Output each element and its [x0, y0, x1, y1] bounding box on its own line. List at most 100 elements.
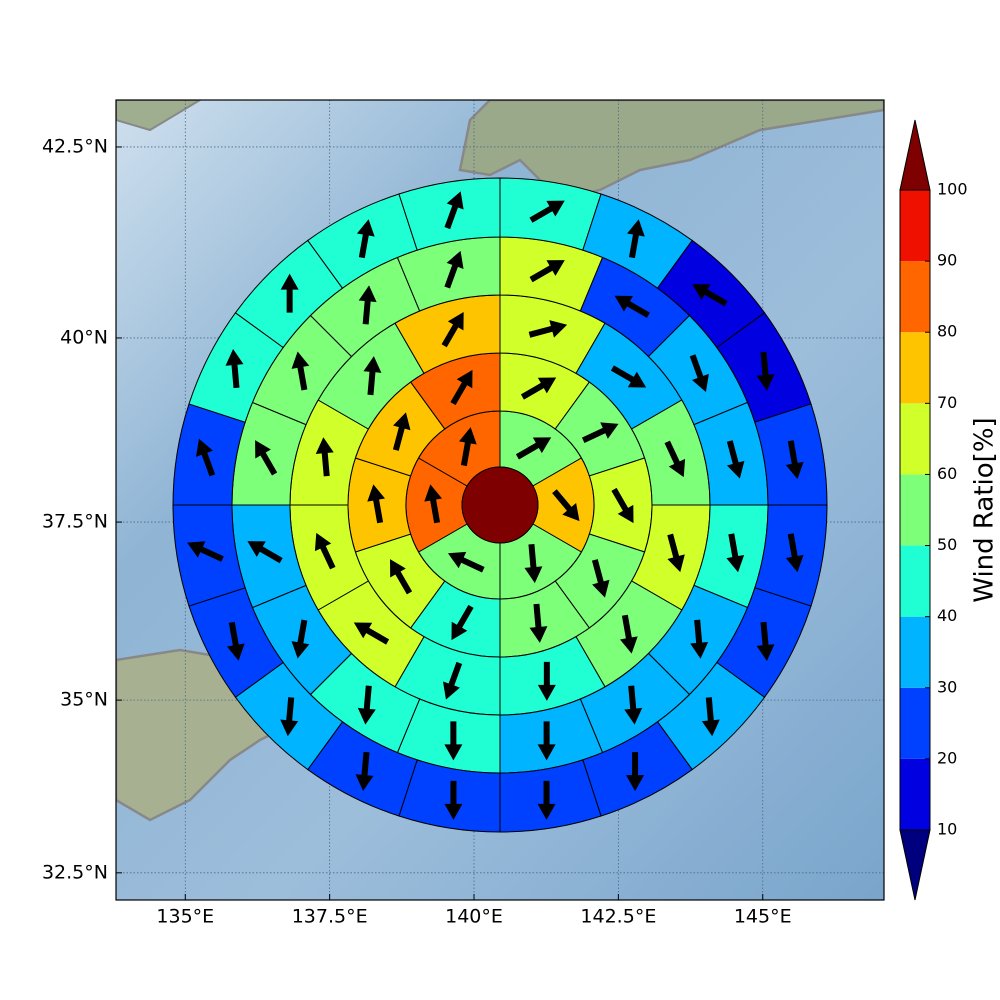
- wind-arrow: [226, 621, 245, 661]
- wind-arrow: [358, 285, 377, 325]
- colorbar-segment: [900, 758, 930, 830]
- x-tick-label: 142.5°E: [580, 906, 656, 928]
- colorbar-frame: [899, 189, 931, 831]
- wind-arrow: [610, 365, 647, 388]
- wind-arrow: [357, 685, 376, 725]
- colorbar-tick-label: 80: [937, 322, 957, 341]
- colorbar-tick-label: 20: [937, 748, 957, 767]
- wind-arrow: [591, 559, 610, 598]
- wind-arrow: [701, 697, 720, 737]
- y-tick-label: 37.5°N: [42, 511, 108, 533]
- center-cell: [461, 466, 539, 544]
- colorbar-tick-label: 40: [937, 606, 957, 625]
- x-tick-label: 137.5°E: [292, 906, 368, 928]
- wind-arrow: [314, 532, 336, 570]
- wind-arrow: [353, 622, 390, 645]
- wind-arrow: [520, 377, 557, 400]
- wind-arrow: [626, 752, 645, 792]
- wind-arrow: [785, 440, 804, 480]
- colorbar-segment: [900, 332, 930, 404]
- wind-arrow: [450, 369, 473, 406]
- x-tick-label: 140°E: [445, 906, 503, 928]
- colorbar-under: [899, 829, 931, 901]
- wind-arrow: [756, 351, 775, 391]
- wind-arrow: [667, 533, 685, 573]
- wind-arrow: [690, 619, 709, 659]
- colorbar-tick-label: 70: [937, 393, 957, 412]
- wind-arrow: [689, 354, 709, 392]
- wind-arrow: [442, 661, 463, 700]
- wind-arrow: [692, 284, 728, 307]
- wind-arrow: [444, 191, 464, 230]
- wind-arrow: [528, 320, 568, 338]
- wind-arrow: [355, 751, 374, 791]
- x-tick-label: 145°E: [734, 906, 792, 928]
- wind-arrow: [619, 614, 638, 654]
- y-tick-label: 42.5°N: [42, 135, 108, 157]
- colorbar-tick-label: 100: [937, 180, 968, 199]
- plot-frame: [115, 99, 885, 901]
- colorbar-label: Wind Ratio[%]: [970, 417, 1000, 602]
- wind-arrow: [664, 440, 686, 478]
- colorbar-tick-label: 10: [937, 820, 957, 839]
- wind-arrow: [392, 412, 411, 451]
- wind-arrow: [444, 780, 463, 820]
- wind-arrow: [424, 484, 442, 524]
- wind-arrow: [280, 273, 299, 313]
- wind-arrow: [537, 661, 556, 701]
- wind-arrow: [291, 619, 310, 659]
- x-tick-label: 135°E: [156, 906, 214, 928]
- wind-arrow: [255, 440, 278, 476]
- wind-arrow: [195, 438, 216, 477]
- colorbar-tick-label: 30: [937, 677, 957, 696]
- wind-arrow: [441, 311, 464, 348]
- wind-arrow: [451, 604, 474, 641]
- y-tick-label: 32.5°N: [42, 861, 108, 883]
- wind-arrow: [459, 427, 477, 467]
- y-tick-label: 35°N: [60, 689, 108, 711]
- wind-arrow: [389, 559, 413, 595]
- wind-arrow: [537, 721, 556, 761]
- wind-arrow: [529, 260, 565, 283]
- colorbar-tick-label: 60: [937, 464, 957, 483]
- wind-arrow: [515, 437, 552, 460]
- colorbar-segment: [900, 474, 930, 546]
- wind-arrow: [280, 697, 299, 737]
- wind-arrow: [447, 551, 485, 573]
- colorbar-segment: [900, 687, 930, 759]
- wind-arrow: [627, 219, 645, 259]
- wind-arrow: [363, 356, 382, 396]
- wind-arrow: [524, 543, 543, 584]
- wind-arrow: [726, 533, 745, 573]
- colorbar-segment: [900, 545, 930, 617]
- wind-arrow: [785, 533, 804, 573]
- colorbar-tick-label: 90: [937, 251, 957, 270]
- wind-arrow: [225, 349, 244, 389]
- wind-arrow: [611, 487, 634, 524]
- colorbar-tick-label: 50: [937, 535, 957, 554]
- wind-arrow: [726, 440, 745, 479]
- wind-arrow: [367, 484, 385, 524]
- wind-arrow: [529, 603, 548, 643]
- wind-arrow: [552, 489, 580, 522]
- colorbar-segment: [900, 190, 930, 262]
- wind-arrow: [247, 541, 283, 564]
- colorbar-segment: [900, 261, 930, 333]
- wind-arrow: [444, 721, 463, 761]
- wind-arrow: [581, 422, 619, 444]
- wind-arrow: [529, 200, 565, 223]
- wind-arrow: [624, 685, 643, 725]
- wind-arrow: [356, 219, 375, 259]
- wind-arrow: [291, 351, 310, 391]
- colorbar-segment: [900, 616, 930, 688]
- y-tick-label: 40°N: [60, 326, 108, 348]
- wind-arrow: [444, 250, 464, 289]
- colorbar-segment: [900, 403, 930, 475]
- wind-arrow: [537, 780, 556, 820]
- wind-arrow: [187, 541, 224, 562]
- wind-arrow: [756, 621, 775, 661]
- colorbar-over: [899, 119, 931, 191]
- wind-arrow: [614, 295, 650, 318]
- wind-arrow: [315, 437, 334, 477]
